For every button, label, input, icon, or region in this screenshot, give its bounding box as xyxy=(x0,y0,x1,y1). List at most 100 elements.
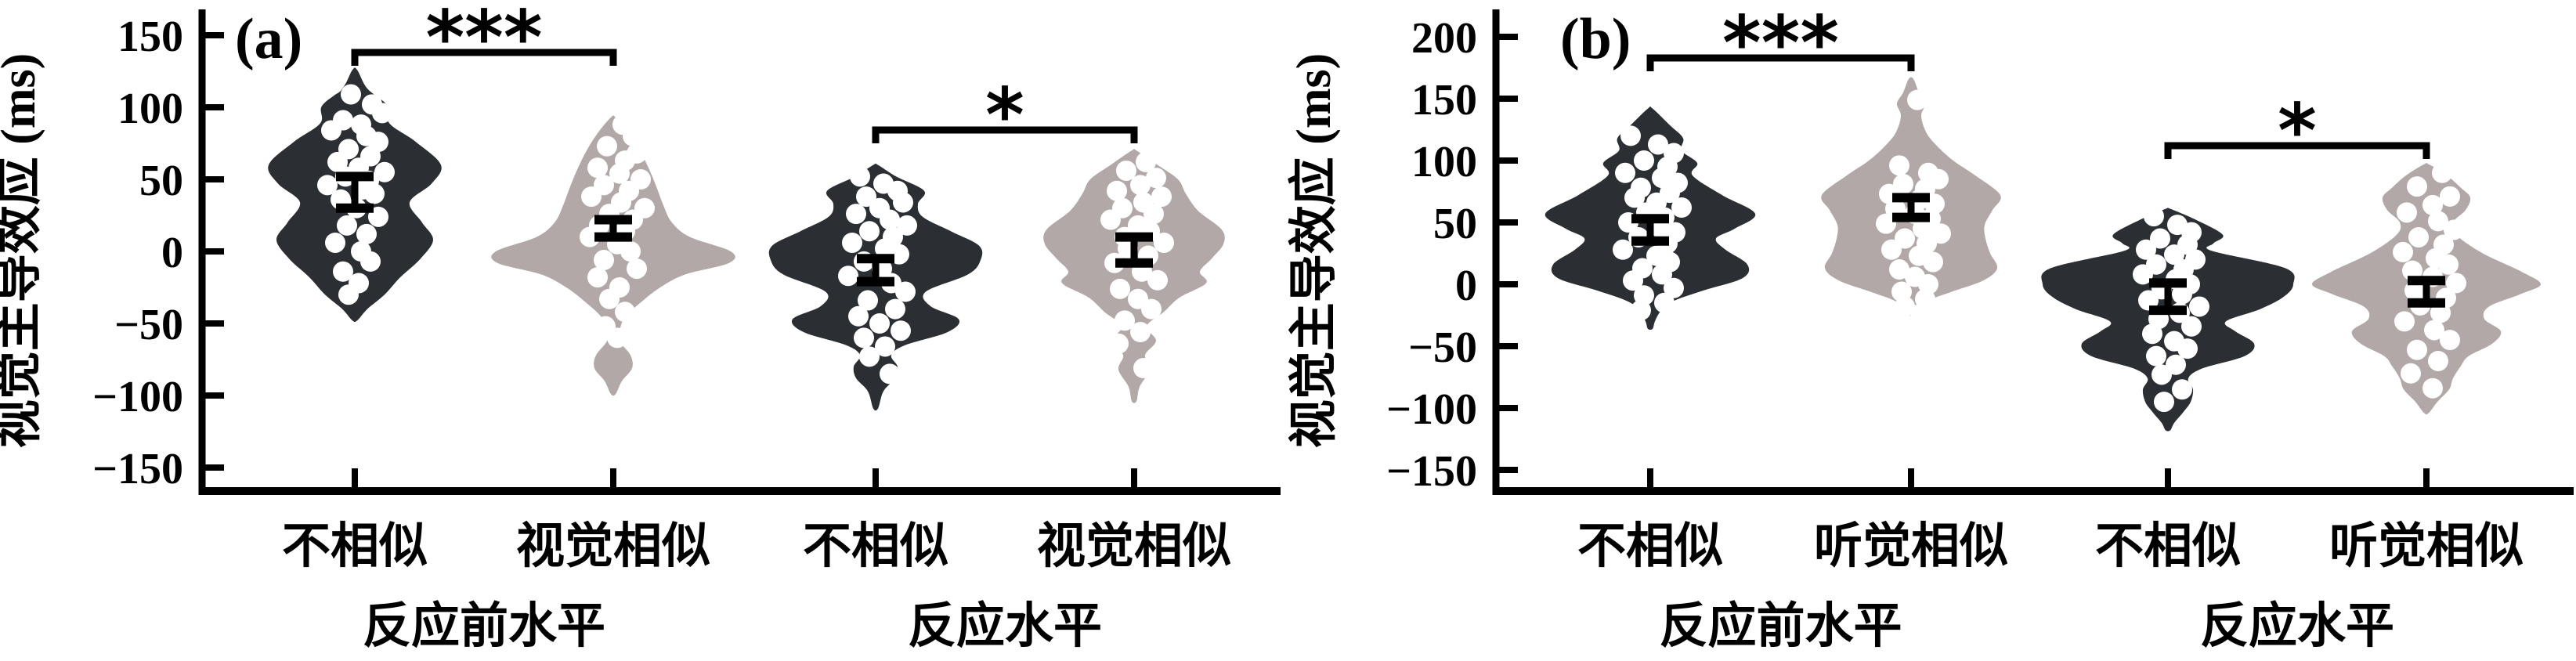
data-point xyxy=(858,290,878,311)
data-point xyxy=(1654,292,1675,313)
x-category-label: 视觉相似 xyxy=(516,519,710,573)
data-point xyxy=(869,313,890,334)
data-point xyxy=(2172,284,2192,305)
data-point xyxy=(2154,392,2174,413)
data-point xyxy=(2172,379,2192,400)
data-point xyxy=(2181,316,2202,337)
data-point xyxy=(1648,134,1668,155)
data-point xyxy=(1136,151,1156,172)
y-tick-label: −100 xyxy=(1386,385,1477,434)
error-bar xyxy=(1892,193,1930,222)
data-point xyxy=(1143,204,1164,225)
data-point xyxy=(360,251,381,272)
data-point xyxy=(2440,330,2460,351)
data-point xyxy=(594,250,614,271)
data-point xyxy=(850,166,870,187)
data-point xyxy=(2142,323,2162,345)
error-bar xyxy=(594,215,632,242)
data-point xyxy=(1141,298,1162,320)
data-point xyxy=(1889,155,1909,176)
data-point xyxy=(1895,296,1915,317)
data-point xyxy=(1624,187,1645,208)
significance-bracket xyxy=(872,126,1138,143)
data-point xyxy=(321,120,341,141)
data-point xyxy=(1116,160,1136,181)
data-point xyxy=(893,192,913,213)
data-point xyxy=(2189,296,2209,317)
data-point xyxy=(1133,358,1154,379)
data-point xyxy=(1910,303,1931,324)
data-point xyxy=(1146,168,1166,189)
data-point xyxy=(1889,259,1909,280)
data-point xyxy=(885,298,905,320)
data-point xyxy=(1881,239,1902,260)
y-tick-label: −100 xyxy=(92,373,183,421)
x-category-label: 听觉相似 xyxy=(1814,520,2008,573)
data-point xyxy=(1613,239,1633,260)
data-point xyxy=(1151,186,1172,208)
data-point xyxy=(333,261,353,282)
data-point xyxy=(337,215,357,236)
data-point xyxy=(1907,89,1927,110)
data-point xyxy=(1893,174,1913,195)
y-tick-label: 0 xyxy=(161,229,183,277)
y-tick-label: −150 xyxy=(92,445,183,493)
y-tick-label: 150 xyxy=(117,13,183,61)
error-bar xyxy=(2408,276,2445,308)
data-point xyxy=(846,204,866,225)
data-point xyxy=(1671,197,1692,219)
y-tick-label: 50 xyxy=(139,157,183,205)
group-label: 反应水平 xyxy=(2200,599,2394,653)
data-point xyxy=(2393,241,2413,262)
data-point xyxy=(1615,162,1635,183)
data-point xyxy=(620,241,641,262)
data-point xyxy=(372,103,392,124)
data-point xyxy=(2133,264,2153,285)
data-point xyxy=(2166,354,2186,375)
data-point xyxy=(325,232,345,253)
error-bar xyxy=(336,172,374,213)
x-category-label: 听觉相似 xyxy=(2329,520,2524,573)
y-axis-label: 视觉主导效应 (ms) xyxy=(1287,53,1341,449)
data-point xyxy=(2164,244,2184,265)
panel-label: (a) xyxy=(235,7,302,71)
x-category-label: 不相似 xyxy=(1577,520,1723,573)
data-point xyxy=(1620,125,1641,146)
data-point xyxy=(2146,345,2166,367)
significance-stars: * xyxy=(2278,88,2317,175)
data-point xyxy=(1100,209,1121,230)
error-bar xyxy=(2149,278,2187,316)
data-point xyxy=(599,288,620,309)
data-point xyxy=(895,281,916,302)
data-point xyxy=(2432,162,2452,183)
data-point xyxy=(587,157,608,179)
y-tick-label: 100 xyxy=(1411,138,1477,186)
data-point xyxy=(597,135,617,157)
y-axis-label: 视觉主导效应 (ms) xyxy=(0,53,45,449)
violin-a-2 xyxy=(491,115,735,396)
data-point xyxy=(615,302,635,323)
data-point xyxy=(2402,260,2422,281)
significance-stars: *** xyxy=(425,0,542,81)
x-category-label: 不相似 xyxy=(2095,520,2241,573)
y-tick-label: 150 xyxy=(1411,76,1477,125)
data-point xyxy=(2407,176,2427,197)
data-point xyxy=(2446,273,2466,294)
significance-bracket xyxy=(2164,142,2430,159)
data-point xyxy=(1154,232,1174,253)
y-tick-label: 0 xyxy=(1455,262,1477,310)
significance-stars: * xyxy=(985,73,1024,159)
data-point xyxy=(1147,269,1168,291)
data-point xyxy=(1664,277,1684,298)
data-point xyxy=(627,258,647,280)
significance-stars: *** xyxy=(1722,1,1839,87)
y-tick-label: 200 xyxy=(1411,14,1477,63)
data-point xyxy=(2428,350,2448,371)
data-point xyxy=(2150,228,2170,249)
data-point xyxy=(587,267,608,288)
data-point xyxy=(2408,226,2429,247)
data-point xyxy=(859,346,880,367)
data-point xyxy=(623,125,643,146)
